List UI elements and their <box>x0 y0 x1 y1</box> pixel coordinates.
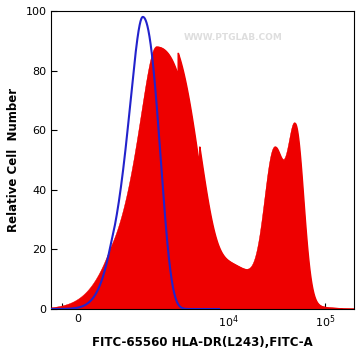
X-axis label: FITC-65560 HLA-DR(L243),FITC-A: FITC-65560 HLA-DR(L243),FITC-A <box>92 336 313 349</box>
Y-axis label: Relative Cell  Number: Relative Cell Number <box>7 88 20 232</box>
Text: WWW.PTGLAB.COM: WWW.PTGLAB.COM <box>183 33 282 42</box>
